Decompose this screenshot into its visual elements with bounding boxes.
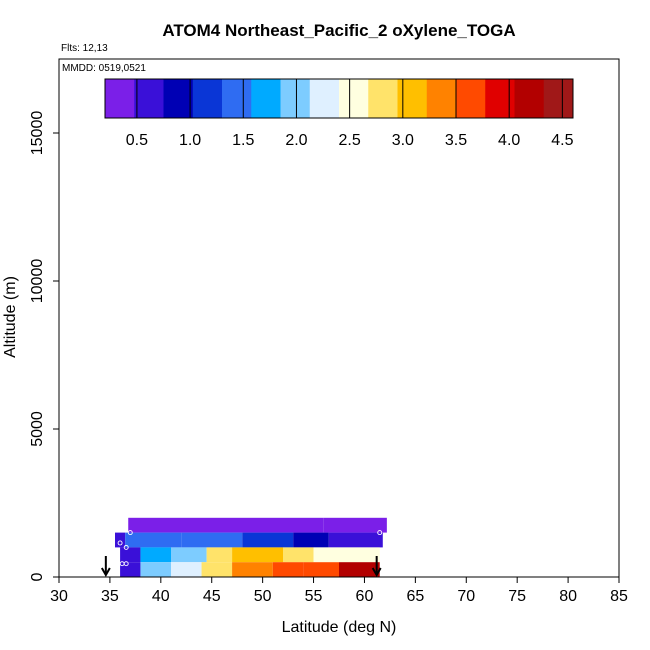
layer-cell [120, 562, 141, 577]
x-tick-label: 40 [152, 588, 170, 605]
colorbar-swatch [280, 79, 311, 118]
arrow-markers [100, 556, 382, 578]
colorbar-tick-label: 4.5 [551, 132, 573, 149]
sample-marker [127, 530, 133, 536]
layer-cell [120, 547, 141, 563]
x-axis-label: Latitude (deg N) [282, 619, 397, 636]
x-axis: 30 35 40 45 50 55 60 65 70 75 80 85 [50, 577, 628, 605]
layer-cell [181, 532, 243, 548]
colorbar-tick-label: 2.5 [339, 132, 361, 149]
colorbar-swatch [485, 79, 515, 118]
y-tick-label: 0 [29, 572, 46, 581]
colorbar-tick-label: 1.5 [232, 132, 254, 149]
layer-cell [232, 547, 283, 563]
plot-frame [58, 58, 620, 578]
layer-cell [140, 547, 171, 563]
y-tick-label: 5000 [29, 411, 46, 447]
layer-cell [339, 562, 380, 577]
x-tick-label: 50 [254, 588, 272, 605]
x-tick-label: 30 [50, 588, 68, 605]
chart-title: ATOM4 Northeast_Pacific_2 oXylene_TOGA [162, 21, 515, 40]
sample-markers [117, 530, 383, 567]
mmdd-label: MMDD: 0519,0521 [62, 63, 146, 74]
layer-cell [115, 532, 126, 548]
x-tick-label: 35 [101, 588, 119, 605]
x-tick-label: 80 [559, 588, 577, 605]
colorbar-swatch [309, 79, 340, 118]
x-tick-label: 55 [305, 588, 323, 605]
layer-cell [232, 562, 273, 577]
colorbar-tick-label: 0.5 [126, 132, 148, 149]
layer-cell [128, 517, 227, 533]
colorbar-swatch [397, 79, 428, 118]
layer-cell [171, 547, 207, 563]
x-tick-label: 60 [356, 588, 374, 605]
colorbar-legend: 0.5 1.0 1.5 2.0 2.5 3.0 3.5 4.0 4.5 [104, 78, 574, 149]
colorbar-swatch [251, 79, 281, 118]
layer-cell [293, 532, 329, 548]
colorbar-swatch [222, 79, 252, 118]
colorbar-swatch [368, 79, 398, 118]
x-tick-label: 85 [610, 588, 628, 605]
layer-cell [323, 517, 387, 533]
colorbar-tick-label: 3.5 [445, 132, 467, 149]
layer-cell [206, 547, 233, 563]
layer-cell [125, 532, 182, 548]
layer-cell [227, 517, 324, 533]
colorbar-swatch [514, 79, 545, 118]
y-tick-label: 10000 [29, 259, 46, 304]
layer-cell [283, 547, 314, 563]
y-tick-label: 15000 [29, 111, 46, 156]
layer-cell [313, 547, 380, 563]
sample-marker [123, 561, 129, 567]
colorbar-frame [104, 78, 574, 119]
colorbar-swatch [192, 79, 223, 118]
x-tick-label: 75 [508, 588, 526, 605]
sample-marker [377, 530, 383, 536]
colorbar-tick-label: 3.0 [392, 132, 414, 149]
colorbar-swatch [456, 79, 486, 118]
flights-label: Flts: 12,13 [61, 43, 108, 54]
colorbar-tick-label: 2.0 [285, 132, 307, 149]
x-tick-label: 65 [406, 588, 424, 605]
layer-cell [140, 562, 171, 577]
y-axis: 0 5000 10000 15000 [29, 111, 59, 581]
layer-cell [303, 562, 339, 577]
colorbar-swatch [105, 79, 135, 118]
y-axis-label: Altitude (m) [2, 276, 19, 358]
sample-marker [117, 540, 123, 546]
layer-cell [242, 532, 294, 548]
colorbar-tick-label: 1.0 [179, 132, 201, 149]
altitude-layers [115, 517, 387, 577]
x-tick-label: 70 [457, 588, 475, 605]
sample-marker [123, 544, 129, 550]
layer-cell [328, 532, 383, 548]
down-arrow [371, 556, 382, 578]
layer-cell [272, 562, 304, 577]
colorbar-swatch [134, 79, 164, 118]
colorbar-swatch [339, 79, 369, 118]
layer-cell [201, 562, 233, 577]
layer-cell [171, 562, 202, 577]
colorbar-tick-label: 4.0 [498, 132, 520, 149]
x-tick-label: 45 [203, 588, 221, 605]
down-arrow [100, 556, 111, 578]
down-arrow-head [100, 567, 111, 578]
colorbar-swatch [543, 79, 574, 118]
colorbar-swatch [163, 79, 194, 118]
down-arrow-head [371, 567, 382, 578]
colorbar-swatch [426, 79, 457, 118]
